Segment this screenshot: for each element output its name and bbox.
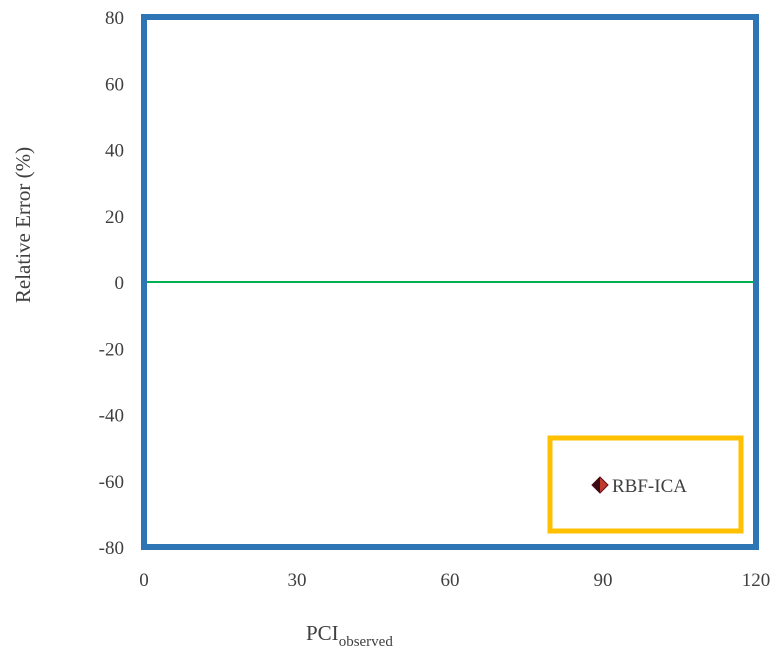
y-tick-label: -80 bbox=[99, 538, 124, 559]
y-tick-label: -40 bbox=[99, 406, 124, 427]
y-tick-labels: 80 60 40 20 0 -20 -40 -60 -80 bbox=[99, 8, 124, 559]
x-tick-label: 120 bbox=[742, 570, 771, 591]
y-tick-label: 60 bbox=[105, 74, 124, 95]
legend-box bbox=[547, 435, 744, 534]
x-tick-label: 60 bbox=[441, 570, 460, 591]
y-tick-label: 80 bbox=[105, 8, 124, 29]
x-tick-label: 90 bbox=[594, 570, 613, 591]
x-tick-labels: 0 30 60 90 120 bbox=[139, 570, 770, 591]
y-tick-label: 40 bbox=[105, 141, 124, 162]
x-tick-label: 30 bbox=[288, 570, 307, 591]
plot-frame bbox=[141, 14, 759, 550]
y-tick-label: -60 bbox=[99, 472, 124, 493]
legend-marker-diamond-shade bbox=[592, 477, 600, 493]
y-tick-label: -20 bbox=[99, 339, 124, 360]
y-axis-title: Relative Error (%) bbox=[11, 147, 35, 303]
legend: RBF-ICA bbox=[547, 435, 744, 534]
legend-label-rbf-ica: RBF-ICA bbox=[612, 476, 687, 497]
x-tick-label: 0 bbox=[139, 570, 149, 591]
y-tick-label: 20 bbox=[105, 207, 124, 228]
y-tick-label: 0 bbox=[115, 273, 125, 294]
x-axis-title: PCIobserved bbox=[306, 621, 393, 650]
x-axis-title-main: PCI bbox=[306, 621, 339, 645]
x-axis-title-subscript: observed bbox=[339, 634, 394, 650]
